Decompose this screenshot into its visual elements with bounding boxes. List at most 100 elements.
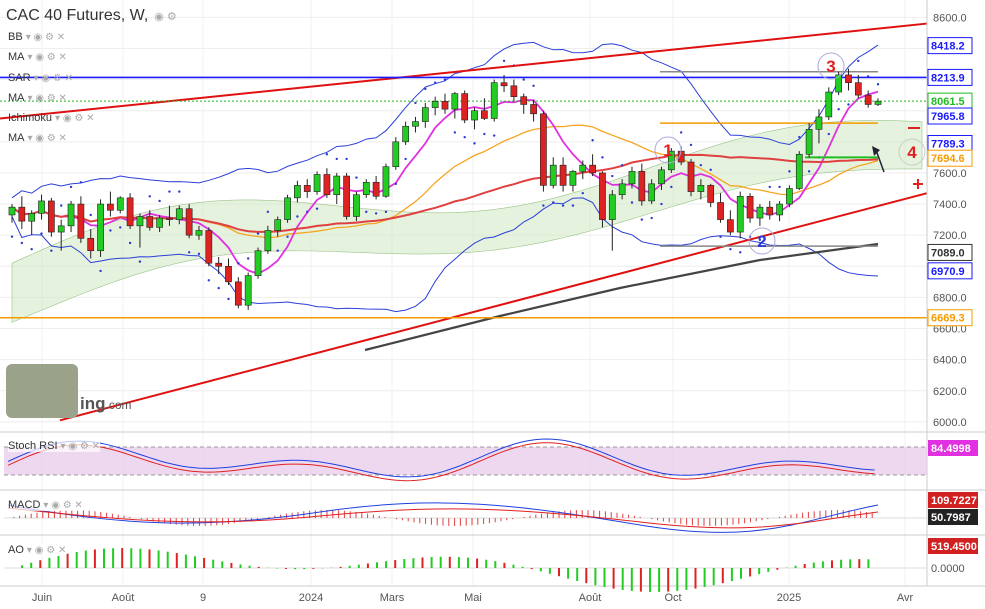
arrow-head <box>872 146 880 156</box>
x-tick-label: Mai <box>464 592 482 604</box>
candle <box>48 200 55 233</box>
sar-dot <box>847 103 850 106</box>
candle <box>559 164 567 186</box>
ao-bar <box>239 564 242 568</box>
indicator-ichimoku[interactable]: Ichimoku ▾ ◉ ⚙ ✕ <box>8 112 95 124</box>
candle <box>717 202 724 220</box>
candle <box>185 208 193 236</box>
macd-label[interactable]: MACD ▾ ◉ ⚙ ✕ <box>8 499 83 511</box>
ao-bar <box>621 568 624 590</box>
sar-dot <box>384 210 388 214</box>
indicator-controls-icon[interactable]: ▾ ◉ ⚙ ✕ <box>27 93 67 104</box>
stoch-k-line <box>7 438 875 478</box>
y-tick-label: 6200.0 <box>933 386 967 398</box>
indicator-controls-icon[interactable]: ▾ ◉ ⚙ ✕ <box>25 32 66 43</box>
price-label: 8061.5 <box>931 96 965 108</box>
indicator-sar[interactable]: SAR ▾ ◉ ⚙ ✕ <box>8 72 74 84</box>
y-tick-label: 6000.0 <box>933 417 967 429</box>
sar-dot <box>827 132 830 136</box>
candle <box>697 185 705 192</box>
ao-bar <box>103 548 105 568</box>
sar-dot <box>768 185 771 189</box>
ao-bar <box>285 568 287 569</box>
sar-dot <box>365 210 368 214</box>
indicator-controls-icon[interactable]: ▾ ◉ ⚙ ✕ <box>33 73 74 84</box>
sar-dot <box>837 107 840 111</box>
candle <box>225 265 232 283</box>
candle <box>864 94 872 105</box>
ao-bar <box>812 562 815 568</box>
ao-bar <box>767 568 770 572</box>
candle <box>313 174 321 192</box>
y-tick-label: 7600.0 <box>933 168 967 180</box>
ao-bar <box>776 568 779 570</box>
indicator-ma-2[interactable]: MA ▾ ◉ ⚙ ✕ <box>8 92 67 104</box>
ao-bar <box>858 559 861 568</box>
sar-dot <box>591 139 594 142</box>
ao-bar <box>194 556 196 568</box>
sar-dot <box>89 213 92 217</box>
annotation-circle <box>898 138 926 166</box>
x-tick-label: Avr <box>897 592 914 604</box>
annotation-circle <box>817 52 845 80</box>
candle <box>786 188 793 205</box>
panel-controls-icon[interactable]: ▾ ◉ ⚙ ✕ <box>43 500 83 511</box>
candle <box>205 230 213 264</box>
sar-dot <box>109 229 112 232</box>
panel-controls-icon[interactable]: ▾ ◉ ⚙ ✕ <box>26 545 67 556</box>
title-controls-icon[interactable]: ◉ ⚙ <box>154 11 177 23</box>
ao-bar <box>558 568 560 577</box>
price-label: 7089.0 <box>931 247 965 259</box>
sar-dot <box>660 202 663 206</box>
ao-bar <box>130 548 133 568</box>
ao-bar <box>112 548 115 568</box>
ao-bar <box>594 568 597 586</box>
indicator-ma-1[interactable]: MA ▾ ◉ ⚙ ✕ <box>8 51 67 63</box>
indicator-ma-3[interactable]: MA ▾ ◉ ⚙ ✕ <box>8 132 67 144</box>
candle <box>343 175 350 217</box>
candle <box>244 275 252 306</box>
ao-bar <box>357 564 360 568</box>
ao-bar <box>548 568 551 574</box>
sar-dot <box>463 135 466 139</box>
sar-dot <box>256 232 260 235</box>
candle <box>825 91 833 118</box>
candle <box>599 172 606 220</box>
indicator-controls-icon[interactable]: ▾ ◉ ⚙ ✕ <box>27 133 67 144</box>
indicator-bb[interactable]: BB ▾ ◉ ⚙ ✕ <box>8 31 66 43</box>
ma-long <box>364 242 879 352</box>
indicator-controls-icon[interactable]: ▾ ◉ ⚙ ✕ <box>27 52 67 63</box>
candle <box>805 129 813 155</box>
sar-dot <box>798 135 801 139</box>
sar-dot <box>807 170 811 173</box>
ao-zero-label: 0.0000 <box>931 563 965 575</box>
candle <box>481 110 488 119</box>
annotation-label: 4 <box>907 143 917 162</box>
stoch-rsi-label[interactable]: Stoch RSI ▾ ◉ ⚙ ✕ <box>8 440 100 452</box>
indicator-controls-icon[interactable]: ▾ ◉ ⚙ ✕ <box>55 113 95 124</box>
panel-controls-icon[interactable]: ▾ ◉ ⚙ ✕ <box>60 441 100 452</box>
macd-signal-box <box>928 509 978 525</box>
sar-dot <box>601 156 604 159</box>
candle <box>362 181 370 196</box>
ao-bar <box>567 568 570 579</box>
sar-dot <box>69 185 73 189</box>
price-label-box <box>927 309 973 327</box>
x-tick-label: Juin <box>32 592 52 604</box>
candle <box>815 116 823 130</box>
sar-dot <box>670 185 673 189</box>
candle <box>736 195 744 233</box>
sar-dot <box>345 157 348 161</box>
sar-dot <box>414 101 417 105</box>
ma-pink <box>11 90 879 275</box>
sar-dot <box>493 134 496 137</box>
price-label-box <box>927 262 973 280</box>
stoch-value: 84.4998 <box>931 443 971 455</box>
ao-bar <box>521 566 524 568</box>
ao-label[interactable]: AO ▾ ◉ ⚙ ✕ <box>8 544 67 556</box>
sar-dot <box>876 83 880 86</box>
y-tick-label: 6800.0 <box>933 292 967 304</box>
sar-dot <box>10 235 14 238</box>
candle <box>746 195 754 219</box>
